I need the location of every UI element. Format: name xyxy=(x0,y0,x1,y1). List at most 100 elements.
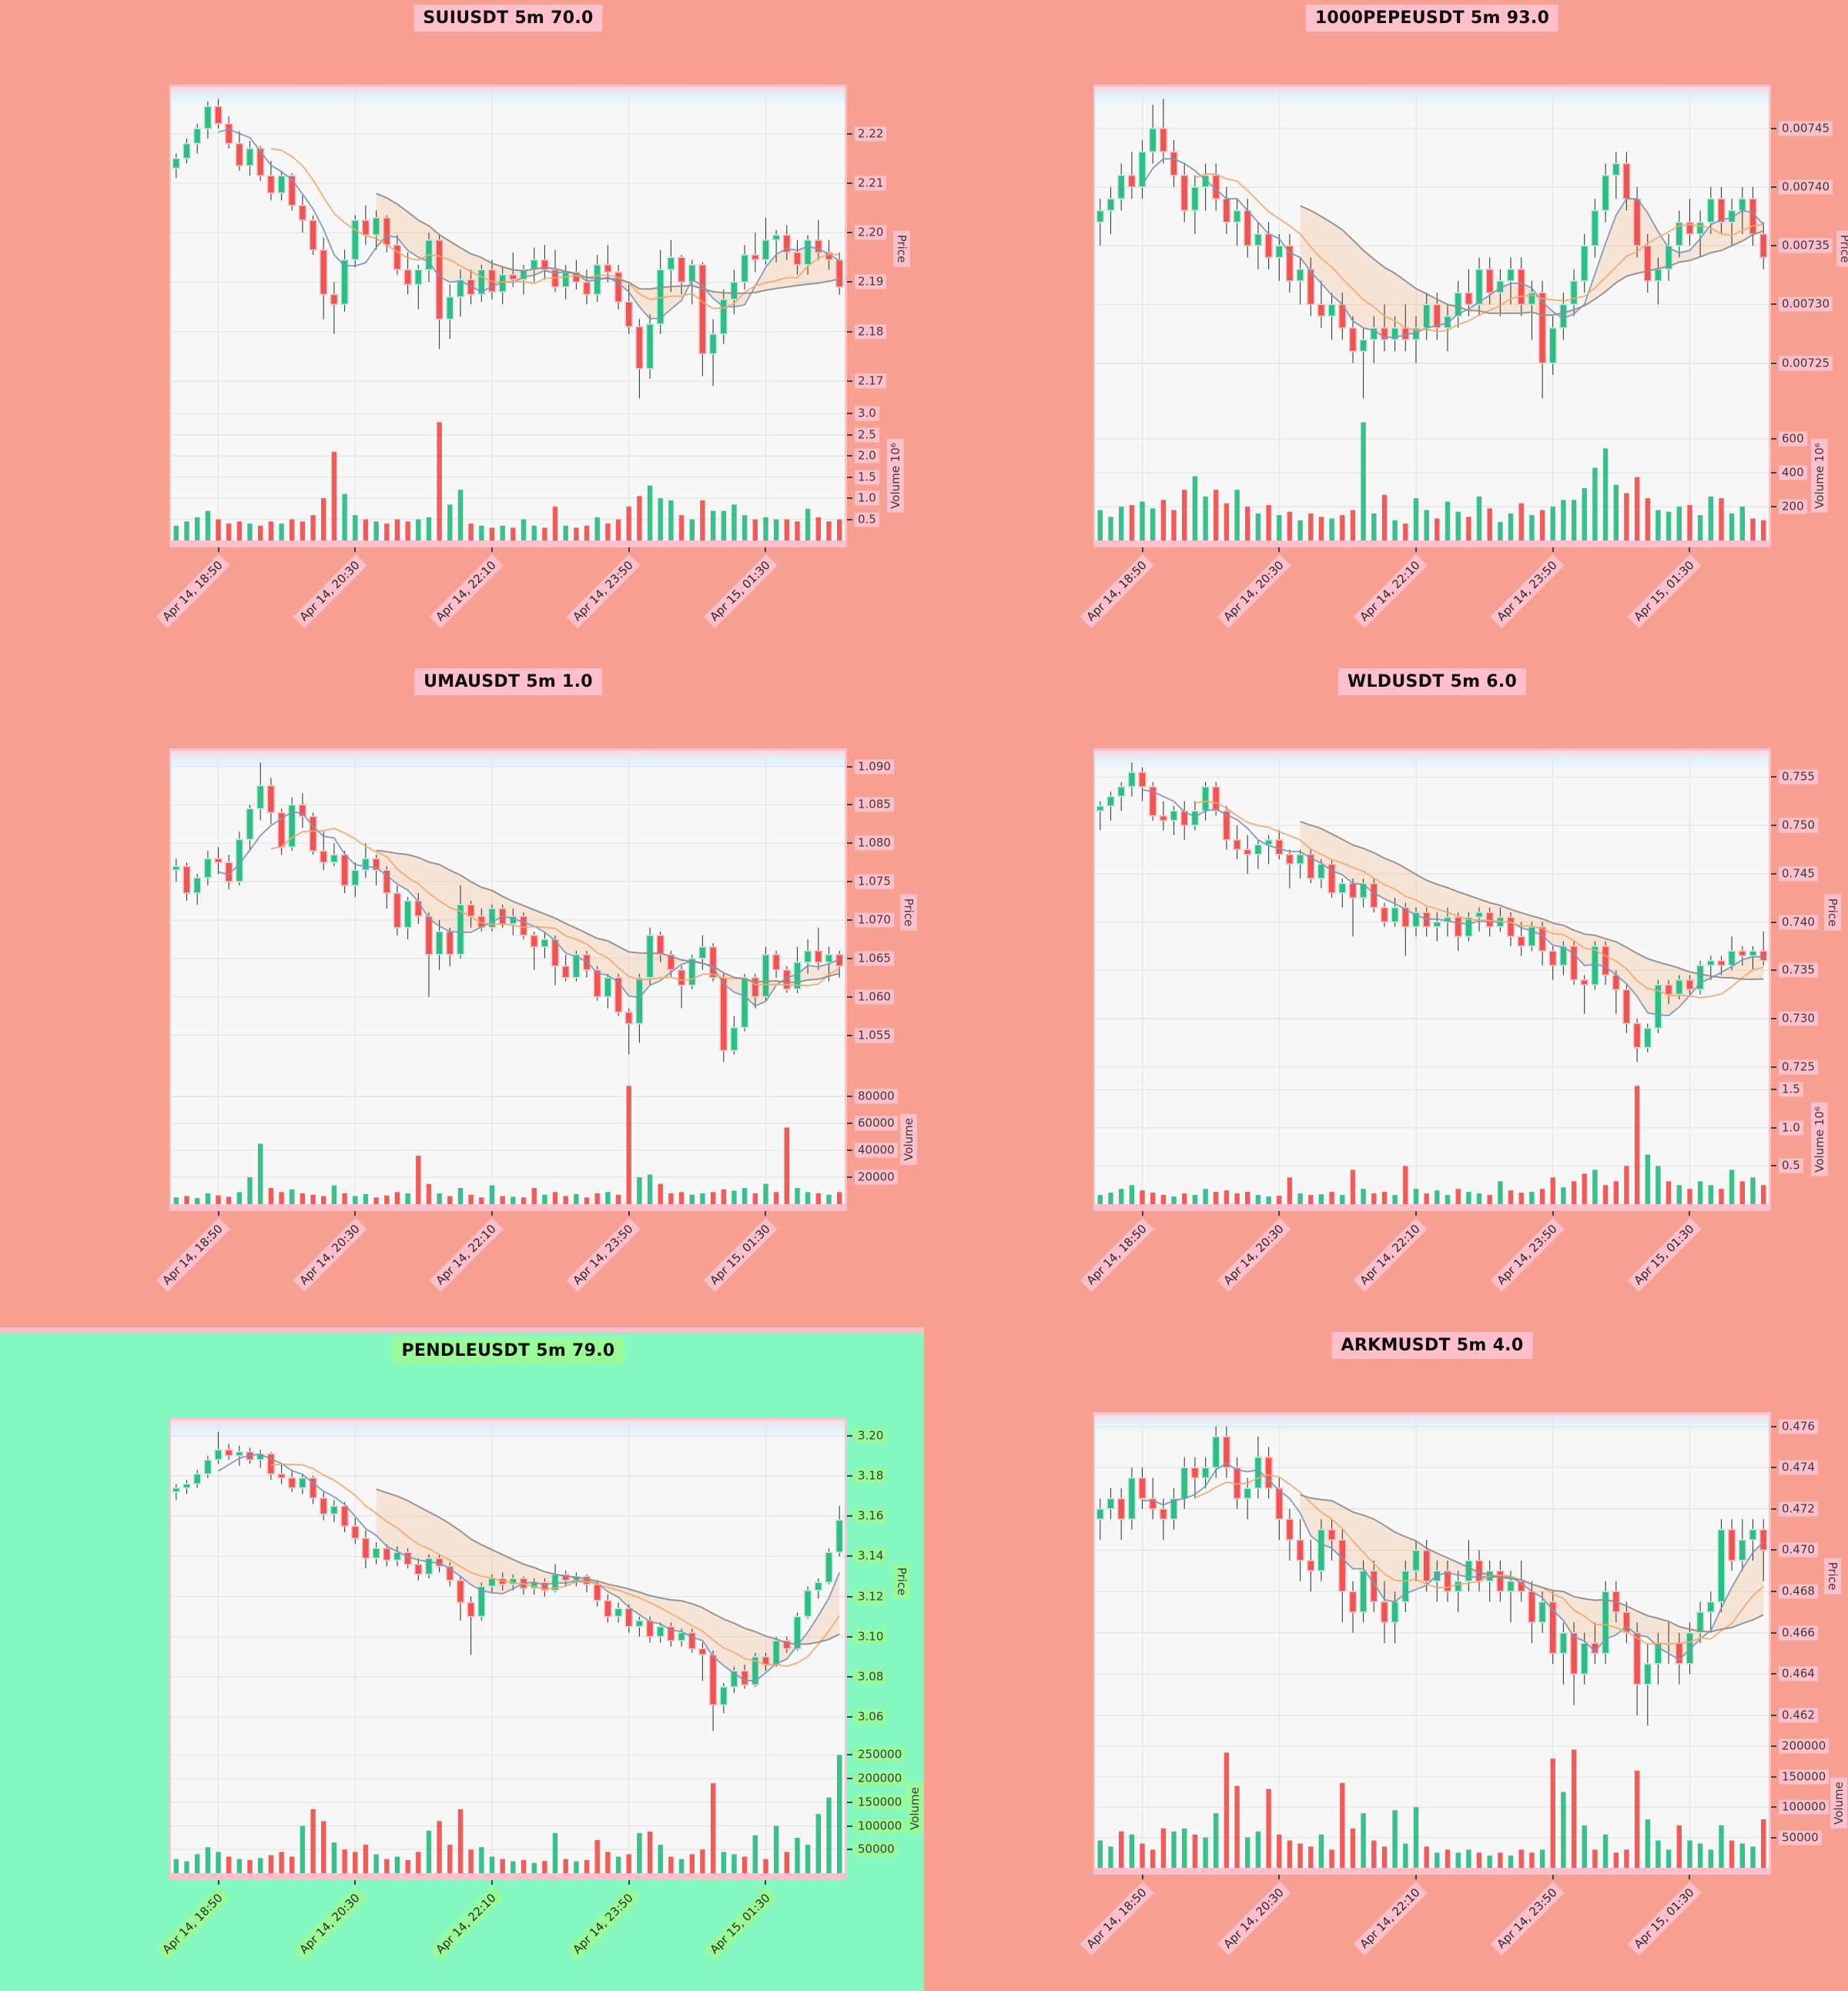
price-volume-plot xyxy=(169,1417,847,1880)
chart-tile-wldusdt: WLDUSDT 5m 6.0 0.755 0.750 0.745 0.740 0.735… xyxy=(924,664,1848,1327)
x-tick-label: Apr 14, 23:50 xyxy=(1490,1218,1565,1292)
x-tick-mark xyxy=(490,1211,493,1216)
price-tick-label: 0.00730 xyxy=(1779,296,1833,312)
price-tick-mark xyxy=(1771,969,1776,972)
volume-tick-mark xyxy=(1771,1126,1776,1129)
candlestick-volume-svg xyxy=(169,1417,847,1880)
price-tick-label: 1.085 xyxy=(855,797,894,812)
price-tick-mark xyxy=(847,281,852,283)
volume-tick-mark xyxy=(847,518,852,520)
volume-tick-mark xyxy=(847,433,852,436)
x-tick-mark xyxy=(354,547,357,552)
volume-tick-label: 400 xyxy=(1779,465,1807,480)
price-tick-mark xyxy=(1771,186,1776,188)
volume-axis-label: Volume xyxy=(899,1113,917,1165)
x-tick-label: Apr 14, 18:50 xyxy=(156,1218,230,1292)
x-tick-label: Apr 15, 01:30 xyxy=(703,1887,778,1961)
chart-tile-arkmusdt: ARKMUSDT 5m 4.0 0.476 0.474 0.472 0.470 0.46… xyxy=(924,1327,1848,1991)
price-tick-label: 1.060 xyxy=(855,989,894,1005)
volume-axis-label: Volume 10⁶ xyxy=(886,438,904,513)
price-tick-mark xyxy=(1771,1631,1776,1634)
x-tick-mark xyxy=(490,1880,493,1885)
volume-tick-label: 150000 xyxy=(855,1795,906,1810)
price-tick-mark xyxy=(1771,127,1776,129)
x-tick-label: Apr 14, 18:50 xyxy=(1080,1882,1154,1956)
x-tick-mark xyxy=(628,1880,630,1885)
price-volume-plot xyxy=(1093,85,1771,547)
price-tick-label: 3.12 xyxy=(855,1589,887,1605)
price-tick-label: 2.21 xyxy=(855,176,887,191)
price-tick-label: 0.725 xyxy=(1779,1059,1818,1075)
chart-title: 1000PEPEUSDT 5m 93.0 xyxy=(1305,5,1559,32)
price-tick-label: 2.17 xyxy=(855,373,887,389)
x-tick-mark xyxy=(1141,547,1143,552)
chart-tile-1000pepeusdt: 1000PEPEUSDT 5m 93.0 0.00745 0.00740 0.007… xyxy=(924,0,1848,664)
x-tick-label: Apr 14, 20:30 xyxy=(293,1887,367,1961)
volume-tick-label: 3.0 xyxy=(855,406,879,421)
price-tick-mark xyxy=(1771,872,1776,875)
x-tick-mark xyxy=(765,1880,767,1885)
volume-tick-mark xyxy=(847,1096,852,1098)
price-axis-label: Price xyxy=(893,230,911,267)
candlestick-volume-svg xyxy=(1093,1412,1771,1875)
chart-tile-pendleusdt: PENDLEUSDT 5m 79.0 3.20 3.18 3.16 3.14 3.12 3… xyxy=(0,1327,924,1991)
price-tick-mark xyxy=(1771,1507,1776,1510)
chart-tile-umausdt: UMAUSDT 5m 1.0 1.090 1.085 1.080 1.075 1.070… xyxy=(0,664,924,1327)
x-tick-mark xyxy=(217,547,219,552)
volume-tick-label: 50000 xyxy=(1779,1830,1822,1845)
price-tick-mark xyxy=(847,804,852,806)
volume-tick-label: 1.0 xyxy=(855,490,879,506)
x-tick-label: Apr 14, 23:50 xyxy=(1490,1882,1565,1956)
volume-tick-label: 100000 xyxy=(1779,1799,1830,1815)
price-tick-label: 1.055 xyxy=(855,1028,894,1043)
price-tick-mark xyxy=(1771,1673,1776,1675)
price-tick-label: 0.474 xyxy=(1779,1460,1818,1475)
price-tick-label: 3.10 xyxy=(855,1629,887,1645)
volume-tick-label: 200 xyxy=(1779,499,1807,514)
x-tick-label: Apr 14, 23:50 xyxy=(566,554,641,628)
volume-tick-label: 150000 xyxy=(1779,1769,1830,1785)
volume-tick-label: 200000 xyxy=(1779,1738,1830,1754)
price-tick-label: 2.18 xyxy=(855,324,887,340)
price-tick-label: 0.466 xyxy=(1779,1625,1818,1641)
x-tick-label: Apr 14, 20:30 xyxy=(1217,1882,1291,1956)
volume-tick-mark xyxy=(847,1123,852,1125)
x-tick-mark xyxy=(1689,1875,1691,1879)
price-axis-label: Price xyxy=(899,894,917,931)
price-volume-plot xyxy=(169,748,847,1211)
x-tick-mark xyxy=(1141,1211,1143,1216)
price-tick-mark xyxy=(847,996,852,998)
price-tick-label: 1.070 xyxy=(855,912,894,928)
volume-axis-label: Volume 10⁶ xyxy=(1810,1102,1828,1176)
price-tick-mark xyxy=(847,1555,852,1558)
price-tick-label: 2.22 xyxy=(855,126,887,142)
x-tick-label: Apr 14, 23:50 xyxy=(566,1887,641,1961)
volume-tick-label: 1.0 xyxy=(1779,1120,1803,1136)
x-tick-mark xyxy=(765,1211,767,1216)
price-tick-label: 1.090 xyxy=(855,759,894,775)
volume-tick-label: 1.5 xyxy=(1779,1082,1803,1097)
price-tick-label: 0.00740 xyxy=(1779,179,1833,195)
price-axis-label: Price xyxy=(1836,230,1848,267)
x-tick-mark xyxy=(1278,1211,1281,1216)
price-tick-mark xyxy=(847,881,852,883)
price-tick-mark xyxy=(1771,362,1776,364)
price-tick-mark xyxy=(1771,245,1776,247)
volume-tick-mark xyxy=(847,1176,852,1179)
x-tick-mark xyxy=(1414,1875,1417,1879)
price-tick-label: 3.20 xyxy=(855,1428,887,1444)
x-tick-mark xyxy=(217,1211,219,1216)
price-axis-label: Price xyxy=(1823,1558,1841,1594)
volume-tick-label: 20000 xyxy=(855,1170,898,1185)
price-tick-mark xyxy=(847,1474,852,1477)
x-tick-label: Apr 15, 01:30 xyxy=(703,1218,778,1292)
x-tick-label: Apr 14, 22:10 xyxy=(429,554,504,628)
candlestick-volume-svg xyxy=(1093,85,1771,547)
x-tick-label: Apr 14, 23:50 xyxy=(566,1218,641,1292)
x-tick-mark xyxy=(1414,547,1417,552)
volume-tick-mark xyxy=(1771,1775,1776,1778)
x-tick-label: Apr 14, 22:10 xyxy=(1353,1882,1428,1956)
x-tick-label: Apr 14, 18:50 xyxy=(156,1887,230,1961)
volume-tick-label: 100000 xyxy=(855,1819,906,1834)
volume-axis-label: Volume xyxy=(906,1782,923,1834)
